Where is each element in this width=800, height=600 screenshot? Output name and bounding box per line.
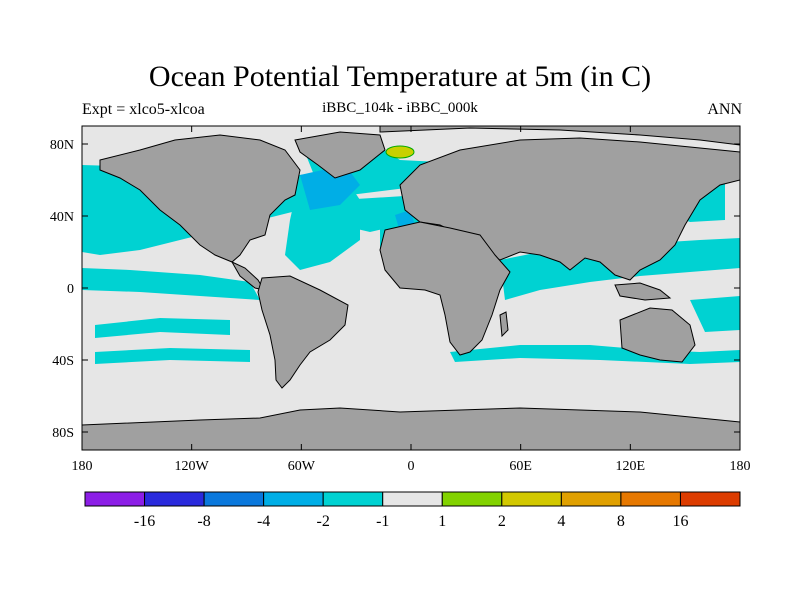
- colorbar-label: 4: [557, 513, 565, 530]
- colorbar-swatch: [263, 491, 324, 507]
- colorbar-swatch: [144, 491, 205, 507]
- colorbar-label: -2: [317, 513, 330, 530]
- maritime-continent: [614, 282, 672, 301]
- longitude-axis: 180 120W 60W 0 60E 120E 180: [72, 126, 751, 474]
- colorbar-label: 8: [617, 513, 625, 530]
- plot-title: Ocean Potential Temperature at 5m (in C): [148, 60, 652, 93]
- lon-tick-label: 0: [408, 459, 415, 474]
- latitude-axis: 80N 40N 0 40S 80S: [50, 138, 740, 441]
- colorbar-swatch: [560, 491, 622, 507]
- lon-tick-label: 60E: [509, 459, 532, 474]
- lon-tick-label: 180: [730, 459, 751, 474]
- arctic-landmass: [379, 126, 740, 146]
- colorbar-swatch: [84, 491, 146, 507]
- greenland: [294, 131, 386, 179]
- lon-tick-label: 120E: [616, 459, 646, 474]
- lon-tick-label: 180: [72, 459, 93, 474]
- lon-tick-label: 120W: [175, 459, 210, 474]
- lat-tick-label: 80S: [52, 426, 74, 441]
- antarctica: [82, 407, 740, 450]
- africa: [379, 221, 511, 356]
- colorbar-label: 2: [498, 513, 506, 530]
- lat-tick-label: 40S: [52, 354, 74, 369]
- madagascar: [499, 311, 509, 338]
- warm-anomaly-patch: [385, 145, 415, 159]
- colorbar-label: -1: [376, 513, 389, 530]
- colorbar: -16 -8 -4 -2 -1 1 2 4 8 16: [84, 491, 741, 530]
- lat-tick-label: 40N: [50, 210, 74, 225]
- season-label: ANN: [707, 101, 742, 118]
- australia: [619, 307, 696, 363]
- colorbar-label: -16: [134, 513, 155, 530]
- experiment-label: Expt = xlco5-xlcoa: [82, 101, 205, 118]
- lat-tick-label: 80N: [50, 138, 74, 153]
- land-masses: [82, 126, 740, 450]
- colorbar-label: 16: [672, 513, 688, 530]
- colorbar-swatch: [679, 491, 741, 507]
- south-america: [257, 275, 349, 389]
- colorbar-swatch: [382, 491, 443, 507]
- colorbar-swatch: [620, 491, 681, 507]
- colorbar-label: -8: [197, 513, 210, 530]
- comparison-label: iBBC_104k - iBBC_000k: [322, 100, 478, 116]
- colorbar-swatch: [322, 491, 384, 507]
- colorbar-label: -4: [257, 513, 270, 530]
- lat-tick-label: 0: [67, 282, 74, 297]
- colorbar-swatch: [441, 491, 503, 507]
- colorbar-swatch: [501, 491, 562, 507]
- lon-tick-label: 60W: [288, 459, 316, 474]
- north-america: [99, 134, 301, 263]
- colorbar-swatch: [203, 491, 265, 507]
- colorbar-label: 1: [438, 513, 446, 530]
- map-area: [82, 126, 740, 450]
